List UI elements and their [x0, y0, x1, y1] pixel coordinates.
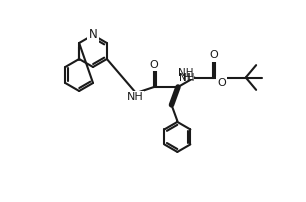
Text: NH: NH — [178, 68, 194, 78]
Text: H: H — [183, 73, 191, 83]
Text: NH: NH — [127, 92, 144, 102]
Text: O: O — [217, 78, 226, 87]
Text: N: N — [89, 28, 97, 41]
Text: O: O — [209, 50, 218, 60]
Text: O: O — [150, 60, 159, 70]
Text: NH: NH — [180, 73, 195, 83]
